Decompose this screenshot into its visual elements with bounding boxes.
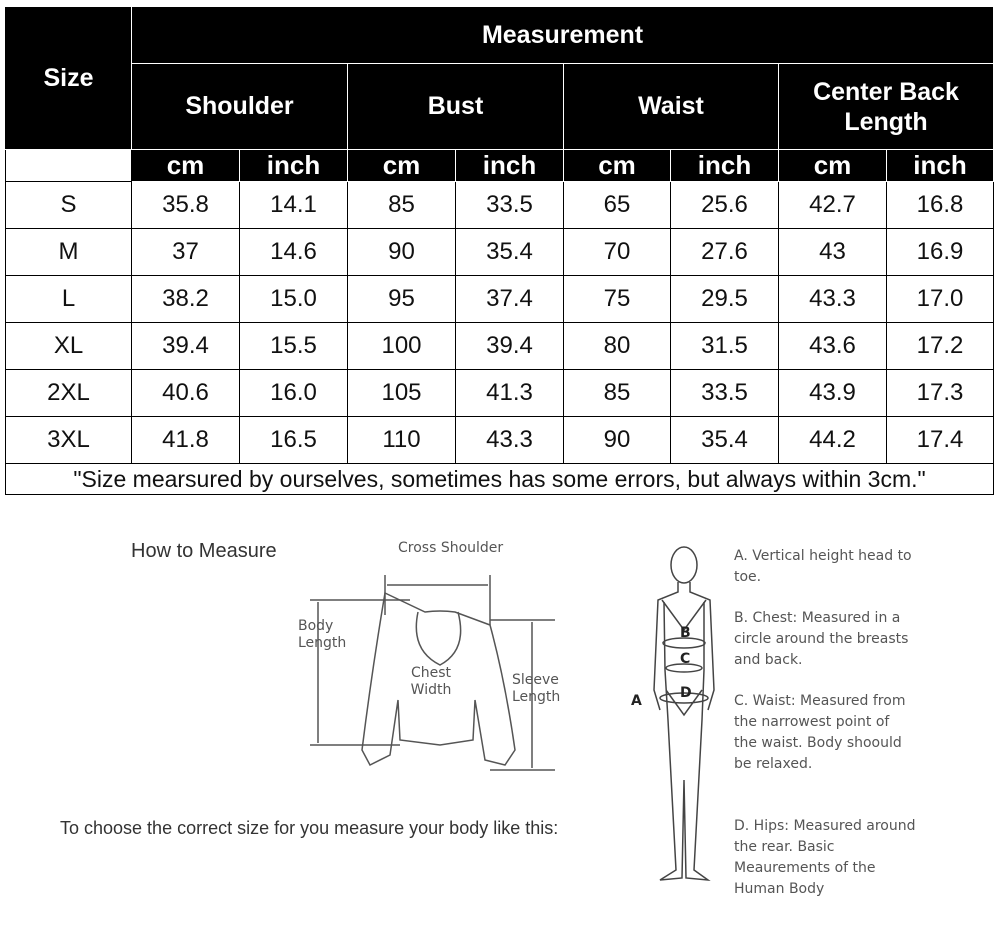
table-row: 3XL 41.8 16.5 110 43.3 90 35.4 44.2 17.4 xyxy=(5,416,995,464)
table-row: L 38.2 15.0 95 37.4 75 29.5 43.3 17.0 xyxy=(5,275,995,323)
table-cell: 90 xyxy=(563,416,671,464)
table-row: XL 39.4 15.5 100 39.4 80 31.5 43.6 17.2 xyxy=(5,322,995,370)
size-chart-table: Size Measurement Shoulder Bust Waist Cen… xyxy=(4,6,995,495)
table-cell: 100 xyxy=(347,322,456,370)
table-cell: 16.0 xyxy=(239,369,348,417)
sweater-outline-icon xyxy=(361,591,516,766)
table-cell: 43 xyxy=(778,228,887,276)
unit-header: cm xyxy=(778,149,887,182)
table-cell: 35.4 xyxy=(455,228,564,276)
table-cell: 33.5 xyxy=(455,181,564,229)
table-cell: 65 xyxy=(563,181,671,229)
table-cell: 27.6 xyxy=(670,228,779,276)
size-cell: L xyxy=(5,275,132,323)
table-cell: 40.6 xyxy=(131,369,240,417)
table-cell: 110 xyxy=(347,416,456,464)
table-cell: 75 xyxy=(563,275,671,323)
note-c: C. Waist: Measured from the narrowest po… xyxy=(734,693,906,772)
size-header: Size xyxy=(5,6,132,150)
table-cell: 17.4 xyxy=(885,416,995,464)
sleeve-length-label: Sleeve Length xyxy=(512,672,561,705)
table-cell: 25.6 xyxy=(670,181,779,229)
unit-header: inch xyxy=(239,149,348,182)
table-cell: 35.8 xyxy=(131,181,240,229)
note-a: A. Vertical height head to toe. xyxy=(734,548,912,585)
marker-a: A xyxy=(631,693,642,709)
size-cell: M xyxy=(5,228,132,276)
group-center-back-length: Center Back Length xyxy=(777,63,995,150)
measurement-header: Measurement xyxy=(130,6,995,64)
unit-row: cm inch cm inch cm inch cm inch xyxy=(5,149,995,182)
table-cell: 15.0 xyxy=(239,275,348,323)
table-cell: 15.5 xyxy=(239,322,348,370)
table-cell: 38.2 xyxy=(131,275,240,323)
table-cell: 90 xyxy=(347,228,456,276)
table-cell: 35.4 xyxy=(670,416,779,464)
group-waist: Waist xyxy=(563,63,779,150)
table-cell: 43.9 xyxy=(778,369,887,417)
unit-header: cm xyxy=(347,149,456,182)
table-cell: 37 xyxy=(131,228,240,276)
table-cell: 16.8 xyxy=(885,181,995,229)
table-row: M 37 14.6 90 35.4 70 27.6 43 16.9 xyxy=(5,228,995,276)
table-cell: 33.5 xyxy=(670,369,779,417)
table-cell: 42.7 xyxy=(778,181,887,229)
table-cell: 41.3 xyxy=(455,369,564,417)
group-shoulder: Shoulder xyxy=(131,63,348,150)
table-cell: 39.4 xyxy=(131,322,240,370)
size-cell: XL xyxy=(5,322,132,370)
table-cell: 85 xyxy=(347,181,456,229)
size-cell: 3XL xyxy=(5,416,132,464)
marker-c: C xyxy=(680,651,691,667)
table-cell: 17.3 xyxy=(885,369,995,417)
marker-d: D xyxy=(680,685,692,701)
table-cell: 43.3 xyxy=(778,275,887,323)
table-cell: 37.4 xyxy=(455,275,564,323)
unit-header: inch xyxy=(885,149,995,182)
chest-width-label: Chest Width xyxy=(410,665,452,698)
table-cell: 44.2 xyxy=(778,416,887,464)
size-cell: 2XL xyxy=(5,369,132,417)
body-length-label: Body Length xyxy=(298,618,347,651)
table-row: 2XL 40.6 16.0 105 41.3 85 33.5 43.9 17.3 xyxy=(5,369,995,417)
table-cell: 41.8 xyxy=(131,416,240,464)
body-figure-icon xyxy=(653,546,715,881)
unit-header: cm xyxy=(131,149,240,182)
size-cell: S xyxy=(5,181,132,229)
cross-shoulder-label: Cross Shoulder xyxy=(398,540,504,556)
unit-spacer xyxy=(5,149,132,182)
table-row: S 35.8 14.1 85 33.5 65 25.6 42.7 16.8 xyxy=(5,181,995,229)
table-cell: 31.5 xyxy=(670,322,779,370)
table-cell: 70 xyxy=(563,228,671,276)
garment-diagram xyxy=(310,575,555,771)
instruction-text: To choose the correct size for you measu… xyxy=(60,818,559,838)
table-cell: 29.5 xyxy=(670,275,779,323)
table-cell: 16.5 xyxy=(239,416,348,464)
table-cell: 39.4 xyxy=(455,322,564,370)
table-cell: 17.2 xyxy=(885,322,995,370)
table-cell: 105 xyxy=(347,369,456,417)
table-cell: 14.1 xyxy=(239,181,348,229)
how-to-measure-title: How to Measure xyxy=(131,540,277,562)
table-cell: 16.9 xyxy=(885,228,995,276)
table-cell: 17.0 xyxy=(885,275,995,323)
group-bust: Bust xyxy=(347,63,564,150)
size-note: "Size mearsured by ourselves, sometimes … xyxy=(4,463,995,495)
table-cell: 14.6 xyxy=(239,228,348,276)
unit-header: inch xyxy=(455,149,564,182)
table-cell: 43.6 xyxy=(778,322,887,370)
table-cell: 95 xyxy=(347,275,456,323)
table-cell: 80 xyxy=(563,322,671,370)
unit-header: cm xyxy=(563,149,671,182)
note-b: B. Chest: Measured in a circle around th… xyxy=(734,610,909,668)
unit-header: inch xyxy=(670,149,779,182)
note-d: D. Hips: Measured around the rear. Basic… xyxy=(734,818,916,897)
table-cell: 43.3 xyxy=(455,416,564,464)
table-cell: 85 xyxy=(563,369,671,417)
marker-b: B xyxy=(680,625,691,641)
